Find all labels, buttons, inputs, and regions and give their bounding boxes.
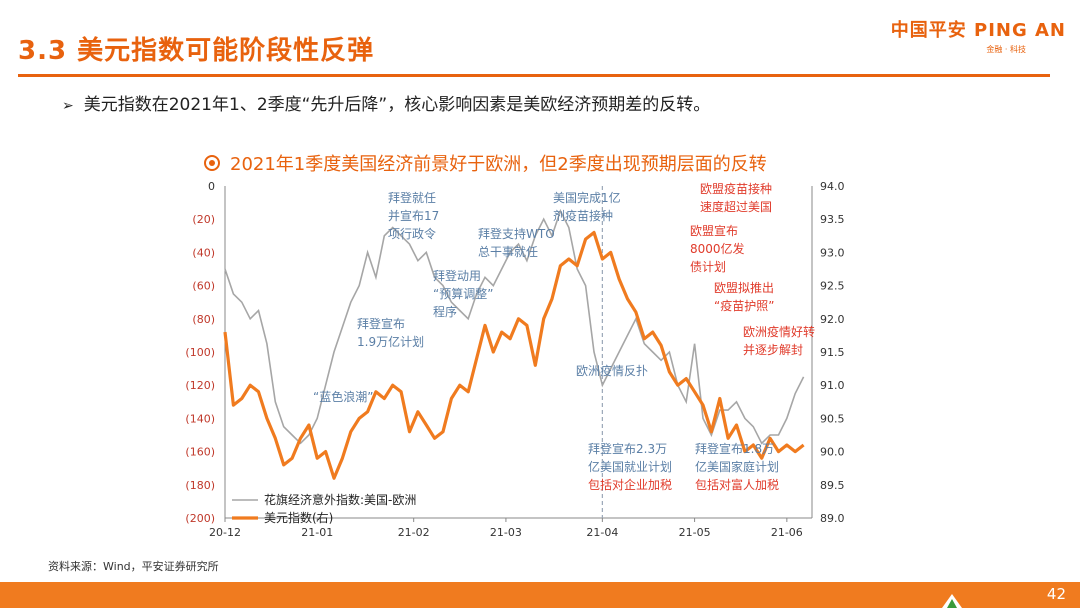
y-right-tick-label: 90.0 xyxy=(820,446,845,459)
y-right-tick-label: 91.0 xyxy=(820,379,845,392)
chart-annotation-text: 包括对企业加税 xyxy=(588,477,672,492)
chart-annotation-text: 欧盟疫苗接种 xyxy=(700,181,772,196)
y-left-tick-label: (120) xyxy=(185,379,215,392)
chart-annotation-text: 并逐步解封 xyxy=(743,343,803,357)
chart-annotation-text: 剂疫苗接种 xyxy=(553,208,613,223)
x-tick-label: 21-06 xyxy=(771,526,803,539)
footer-bar xyxy=(0,582,1080,608)
chart-annotation-text: “蓝色浪潮” xyxy=(313,389,373,404)
y-right-tick-label: 89.0 xyxy=(820,512,845,525)
chart-annotation-text: 8000亿发 xyxy=(690,241,745,256)
chart-annotation-text: 欧盟宣布 xyxy=(690,223,738,238)
x-tick-label: 21-02 xyxy=(398,526,430,539)
y-right-tick-label: 89.5 xyxy=(820,479,845,492)
source-note: 资料来源：Wind，平安证券研究所 xyxy=(48,558,219,574)
chart-annotation-text: 欧洲疫情好转 xyxy=(743,324,815,339)
y-right-tick-label: 92.0 xyxy=(820,313,845,326)
chart-annotation-text: 并宣布17 xyxy=(388,208,439,223)
y-left-tick-label: (180) xyxy=(185,479,215,492)
chart-annotation-text: 亿美国就业计划 xyxy=(588,459,672,474)
y-left-tick-label: (160) xyxy=(185,446,215,459)
x-tick-label: 21-04 xyxy=(586,526,618,539)
y-right-tick-label: 93.0 xyxy=(820,246,845,259)
chart-annotation-text: 亿美国家庭计划 xyxy=(695,459,779,474)
page-number: 42 xyxy=(1047,585,1066,603)
y-right-tick-label: 90.5 xyxy=(820,412,845,425)
chart-annotation-text: 拜登支持WTO xyxy=(478,226,555,241)
y-right-tick-label: 92.5 xyxy=(820,280,845,293)
legend-label-citi: 花旗经济意外指数:美国-欧洲 xyxy=(264,492,416,507)
y-right-tick-label: 91.5 xyxy=(820,346,845,359)
legend-label-dxy: 美元指数(右) xyxy=(264,510,333,525)
chart-annotation-text: 拜登动用 xyxy=(433,268,481,283)
chart-annotation-text: 包括对富人加税 xyxy=(695,477,779,492)
chart-annotation-text: 拜登宣布1.8万 xyxy=(695,441,774,456)
y-right-tick-label: 93.5 xyxy=(820,213,845,226)
x-tick-label: 21-01 xyxy=(301,526,333,539)
y-left-tick-label: (140) xyxy=(185,412,215,425)
y-left-tick-label: 0 xyxy=(208,180,215,193)
chart-annotation-text: 欧洲疫情反扑 xyxy=(576,363,648,378)
chart-annotation-text: 速度超过美国 xyxy=(700,199,772,214)
chart-annotation-text: 债计划 xyxy=(690,260,726,274)
y-right-tick-label: 94.0 xyxy=(820,180,845,193)
y-left-tick-label: (100) xyxy=(185,346,215,359)
chart-annotation-text: 程序 xyxy=(433,304,457,319)
chart-annotation-text: 欧盟拟推出 xyxy=(714,281,774,295)
y-left-tick-label: (40) xyxy=(192,246,215,259)
chart-annotation-text: “预算调整” xyxy=(433,286,493,301)
y-left-tick-label: (20) xyxy=(192,213,215,226)
chart-annotation-text: 总干事就任 xyxy=(478,245,538,259)
chart-annotation-text: 拜登宣布 xyxy=(357,316,405,331)
x-tick-label: 21-05 xyxy=(679,526,711,539)
chart-annotation-text: “疫苗护照” xyxy=(714,298,774,313)
chart-annotation-text: 1.9万亿计划 xyxy=(357,334,424,349)
x-tick-label: 21-03 xyxy=(490,526,522,539)
chart-annotation-text: 项行政令 xyxy=(388,226,436,241)
x-tick-label: 20-12 xyxy=(209,526,241,539)
chart-annotation-text: 美国完成1亿 xyxy=(553,190,621,205)
y-left-tick-label: (80) xyxy=(192,313,215,326)
footer-logo-icon xyxy=(942,594,962,608)
chart-annotation-text: 拜登就任 xyxy=(388,190,436,205)
line-chart: 0 (20) (40) (60) (80) (100) (120) (140) (160) (18… xyxy=(0,0,1080,560)
y-left-tick-label: (200) xyxy=(185,512,215,525)
y-left-tick-label: (60) xyxy=(192,280,215,293)
chart-annotation-text: 拜登宣布2.3万 xyxy=(588,441,667,456)
